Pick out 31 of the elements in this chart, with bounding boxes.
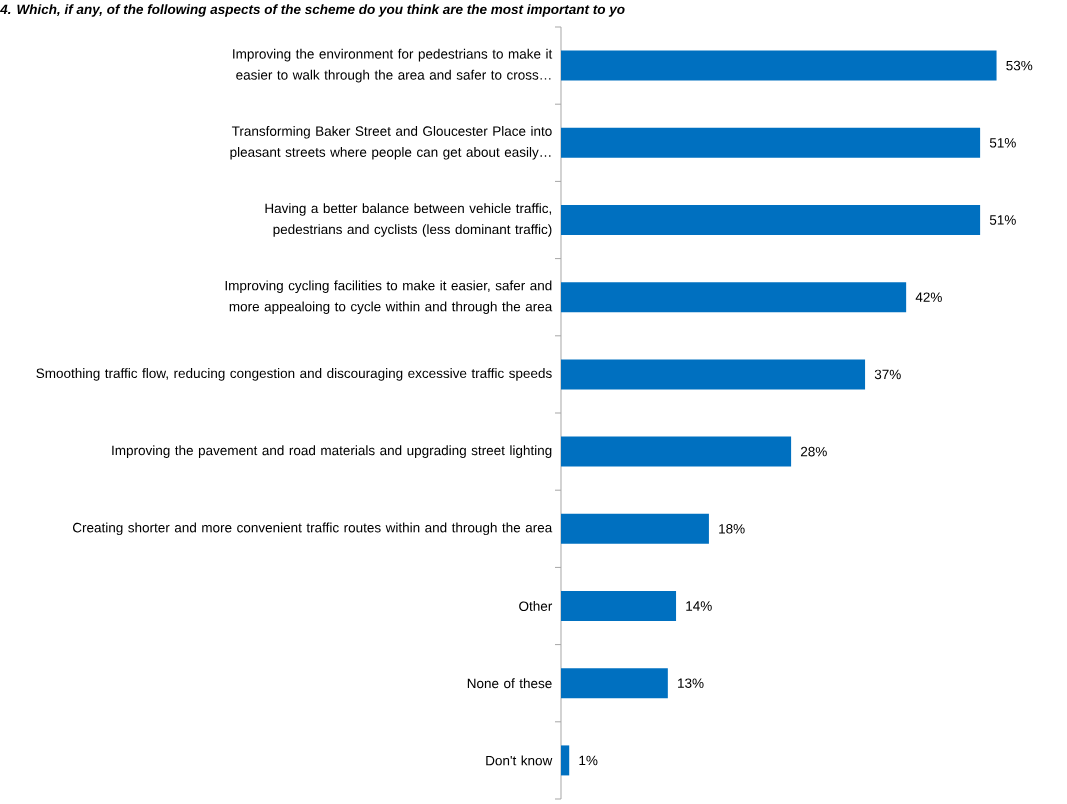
data-label: 42% (915, 292, 942, 303)
data-label: 13% (678, 678, 704, 689)
bar (561, 282, 907, 313)
bar (561, 591, 677, 622)
bar (561, 128, 981, 159)
data-label: 1% (579, 755, 598, 766)
y-tick-label: Creating shorter and more convenient traffic routes within and through the area (72, 522, 553, 536)
y-tick-label: None of these (467, 678, 552, 689)
data-label: 51% (989, 138, 1016, 148)
data-label: 28% (800, 447, 827, 457)
bar (561, 359, 866, 390)
data-label: 53% (1006, 61, 1033, 71)
bar (561, 50, 997, 81)
y-tick-label: Improving the environment for pedestrians to make it easier to walk through the area and safer to cross… (233, 49, 553, 83)
bar (561, 514, 709, 545)
data-label: 51% (989, 215, 1016, 225)
bar (561, 745, 570, 776)
y-tick-label: Smoothing traffic flow, reducing congestion and discouraging excessive traffic speeds (36, 368, 552, 381)
bar (561, 205, 981, 236)
y-tick-label: Other (519, 601, 553, 612)
data-label: 14% (686, 601, 712, 611)
y-tick-label: Improving the pavement and road materials and upgrading street lighting (112, 445, 552, 459)
bar (561, 668, 668, 699)
data-label: 37% (874, 369, 901, 380)
y-tick-label: Improving cycling facilities to make it easier, safer and more appealoing to cycle within and through the area (225, 280, 553, 315)
y-tick-label: Don't know (486, 755, 553, 766)
bar (561, 436, 792, 467)
text: 4. Which, if any, of the following aspects of the scheme do you think are the most important to yo (0, 4, 625, 18)
y-tick-label: Having a better balance between vehicle traffic, pedestrians and cyclists (less dominant traffic) (265, 203, 552, 238)
y-tick-label: Transforming Baker Street and Gloucester Place into pleasant streets where people can get about easily… (230, 126, 552, 160)
data-label: 18% (719, 524, 745, 534)
